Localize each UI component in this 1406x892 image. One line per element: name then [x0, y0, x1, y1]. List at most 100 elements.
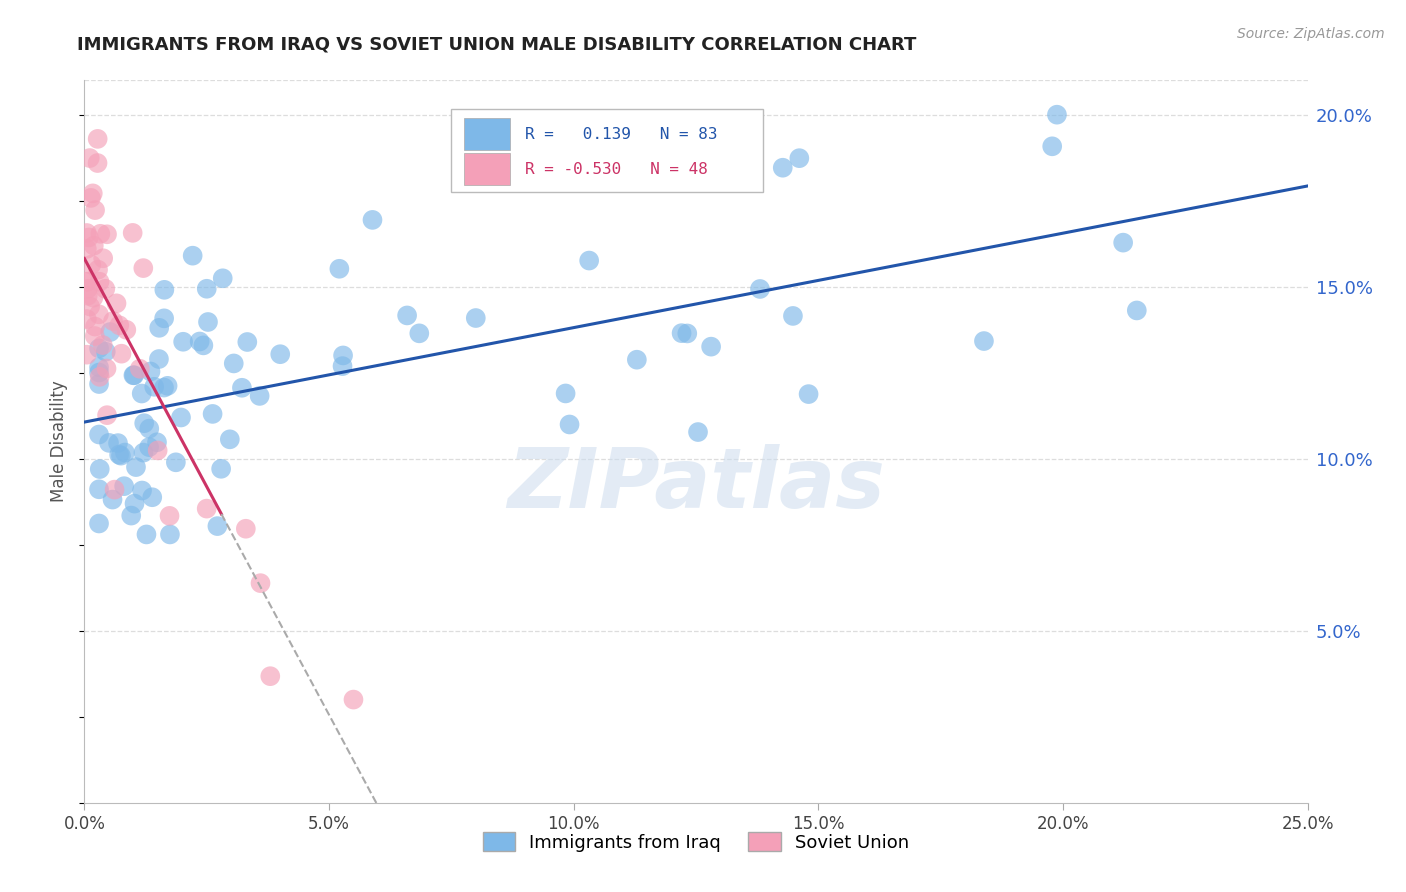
Text: R =   0.139   N = 83: R = 0.139 N = 83 — [524, 127, 717, 142]
Point — [84, 203, 107, 218]
Point — [87, 360, 110, 375]
Text: IMMIGRANTS FROM IRAQ VS SOVIET UNION MALE DISABILITY CORRELATION CHART: IMMIGRANTS FROM IRAQ VS SOVIET UNION MAL… — [77, 36, 917, 54]
Point — [148, 321, 170, 335]
Point — [554, 386, 576, 401]
Point — [700, 340, 723, 354]
Point — [115, 323, 138, 337]
Point — [396, 309, 419, 323]
Point — [153, 283, 176, 297]
Point — [76, 288, 98, 302]
Point — [342, 692, 364, 706]
Point — [114, 445, 136, 459]
Point — [578, 253, 600, 268]
Point — [207, 519, 229, 533]
Point — [172, 334, 194, 349]
Point — [80, 258, 103, 272]
Point — [120, 508, 142, 523]
FancyBboxPatch shape — [464, 153, 510, 186]
Point — [108, 448, 131, 462]
Point — [269, 347, 291, 361]
Point — [558, 417, 581, 432]
Point — [79, 151, 101, 165]
Point — [249, 389, 271, 403]
Point — [132, 445, 155, 459]
Y-axis label: Male Disability: Male Disability — [51, 381, 69, 502]
Point — [98, 435, 121, 450]
Point — [82, 291, 104, 305]
Point — [87, 483, 110, 497]
Point — [153, 311, 176, 326]
Point — [1046, 108, 1069, 122]
Point — [79, 300, 101, 314]
Point — [197, 315, 219, 329]
Point — [138, 422, 160, 436]
Point — [77, 230, 100, 244]
Point — [76, 348, 98, 362]
Point — [122, 368, 145, 383]
Point — [626, 352, 648, 367]
Point — [96, 361, 118, 376]
Point — [89, 275, 111, 289]
Point — [328, 261, 350, 276]
Point — [789, 151, 811, 165]
Point — [87, 366, 110, 380]
Point — [86, 156, 108, 170]
Point — [132, 261, 155, 276]
Point — [121, 226, 143, 240]
Point — [131, 386, 153, 401]
Point — [87, 516, 110, 531]
Point — [87, 307, 110, 321]
Point — [122, 368, 145, 383]
Point — [193, 338, 215, 352]
Point — [86, 132, 108, 146]
Point — [87, 262, 110, 277]
Point — [139, 364, 162, 378]
Point — [128, 361, 150, 376]
Point — [110, 347, 132, 361]
Point — [87, 377, 110, 392]
Point — [259, 669, 281, 683]
Point — [159, 527, 181, 541]
Point — [236, 334, 259, 349]
Point — [332, 359, 354, 373]
Point — [94, 344, 117, 359]
Point — [91, 252, 114, 266]
Point — [125, 460, 148, 475]
Point — [188, 334, 211, 349]
Point — [91, 338, 114, 352]
Point — [156, 379, 179, 393]
Point — [87, 342, 110, 356]
Point — [165, 455, 187, 469]
Text: Source: ZipAtlas.com: Source: ZipAtlas.com — [1237, 27, 1385, 41]
Point — [80, 191, 103, 205]
Point — [201, 407, 224, 421]
Point — [89, 462, 111, 476]
Point — [195, 282, 218, 296]
Point — [464, 311, 486, 326]
Legend: Immigrants from Iraq, Soviet Union: Immigrants from Iraq, Soviet Union — [475, 825, 917, 859]
Text: R = -0.530   N = 48: R = -0.530 N = 48 — [524, 161, 707, 177]
Point — [408, 326, 430, 341]
Point — [211, 271, 233, 285]
Point — [131, 483, 153, 498]
Point — [973, 334, 995, 348]
Point — [87, 427, 110, 442]
Point — [108, 318, 131, 333]
Point — [159, 508, 181, 523]
Point — [676, 326, 699, 341]
Point — [76, 282, 98, 296]
Point — [772, 161, 794, 175]
Point — [107, 436, 129, 450]
Point — [89, 227, 111, 241]
Point — [782, 309, 804, 323]
Point — [138, 440, 160, 454]
Point — [146, 435, 169, 450]
Point — [124, 497, 146, 511]
Point — [153, 381, 176, 395]
Point — [361, 213, 384, 227]
Point — [249, 576, 271, 591]
Point — [110, 449, 132, 463]
Point — [103, 483, 125, 497]
Point — [83, 238, 105, 252]
Point — [101, 314, 124, 328]
